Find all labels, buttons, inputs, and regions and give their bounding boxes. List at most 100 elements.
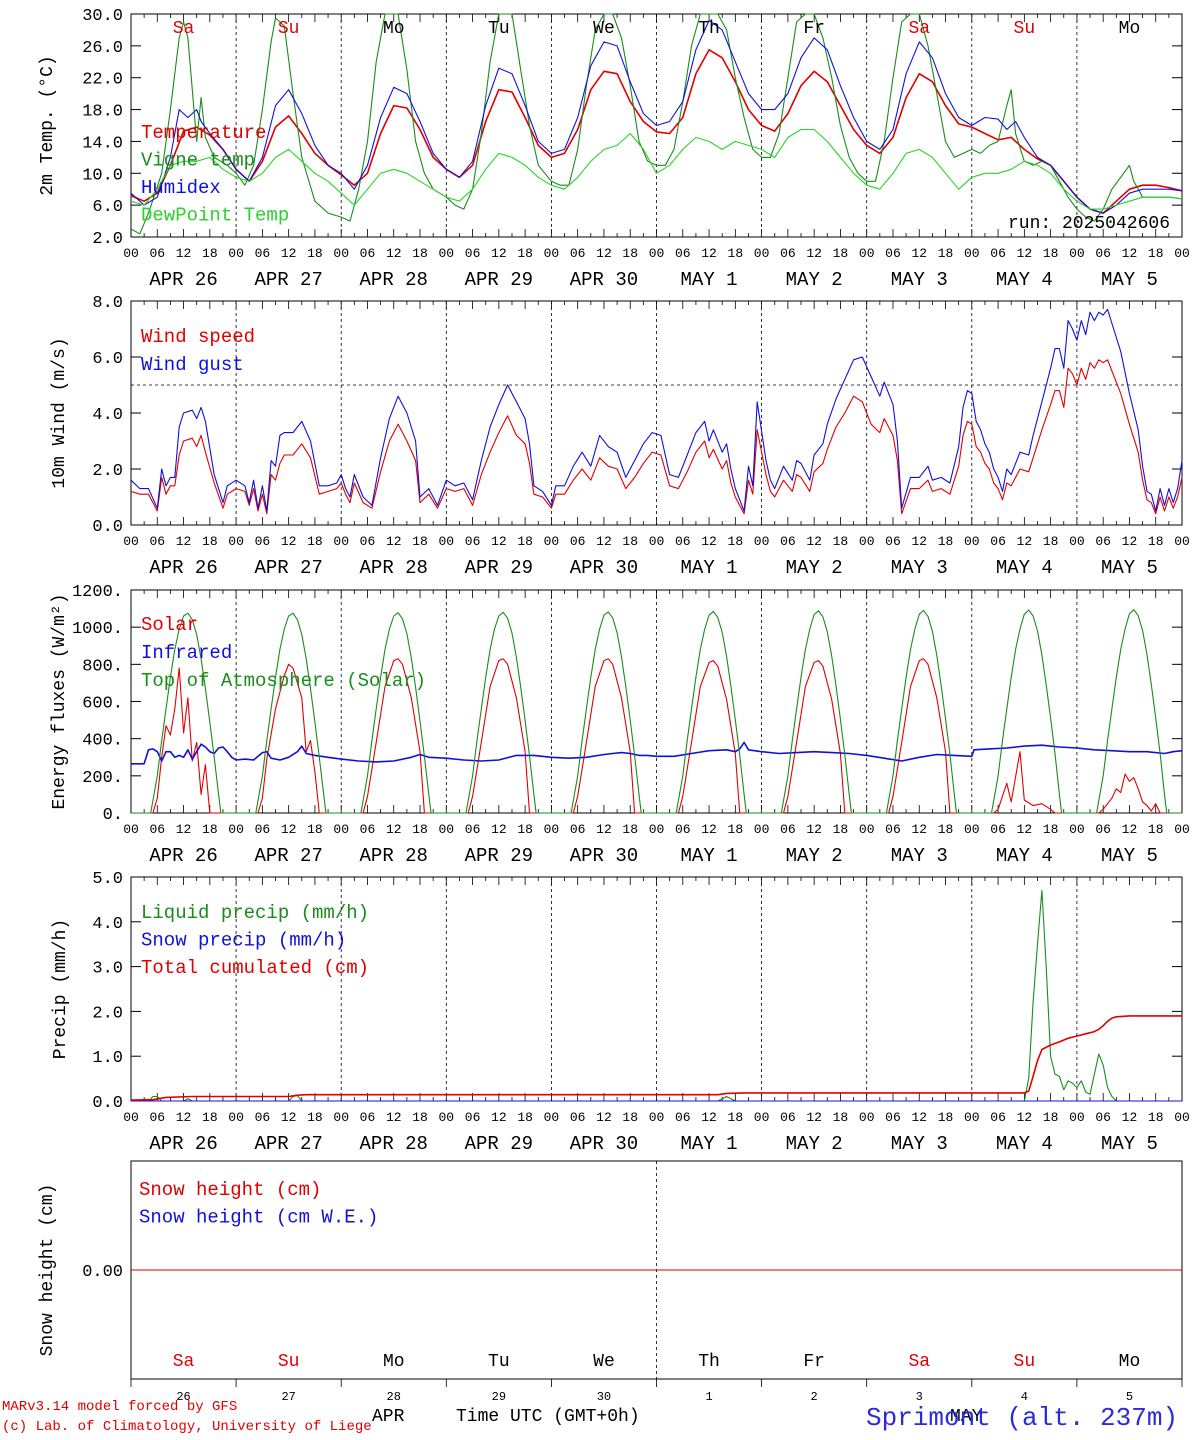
day-number-label: 28 [387,1390,401,1404]
day-of-week-label: Tu [488,19,510,39]
series-line-3 [131,609,1182,814]
hour-label: 18 [202,246,218,261]
hour-label: 06 [570,246,586,261]
hour-label: 00 [228,246,244,261]
hour-label: 18 [202,822,218,837]
y-tick-label: 4.0 [92,406,123,425]
hour-label: 18 [622,246,638,261]
hour-label: 06 [990,534,1006,549]
series-line-3 [130,19,1183,214]
hour-label: 18 [412,1110,428,1125]
date-label: MAY 2 [786,1133,843,1155]
panel-2 [130,300,1183,526]
hour-label: 06 [990,822,1006,837]
hour-label: 00 [544,822,560,837]
day-of-week-label: Mo [1119,1352,1141,1372]
y-axis-label: 2m Temp. (°C) [38,55,58,195]
hour-label: 06 [149,534,165,549]
hour-label: 12 [1017,1110,1033,1125]
hour-label: 18 [1043,822,1059,837]
hour-label: 00 [438,1110,454,1125]
hour-label: 00 [333,1110,349,1125]
hour-label: 12 [1017,822,1033,837]
panel-3 [130,589,1183,814]
hour-label: 06 [255,534,271,549]
hour-label: 18 [833,246,849,261]
hour-label: 00 [859,534,875,549]
date-label: APR 28 [360,269,428,291]
hour-label: 18 [938,1110,954,1125]
hour-label: 12 [911,822,927,837]
date-label: APR 30 [570,269,638,291]
series-line-2 [130,308,1183,512]
hour-label: 18 [517,1110,533,1125]
day-of-week-label: We [593,1352,615,1372]
run-annotation: run: 2025042606 [1008,214,1170,234]
date-label: MAY 5 [1101,269,1158,291]
day-number-label: 26 [176,1390,190,1404]
day-of-week-label: Su [1014,1352,1036,1372]
hour-label: 06 [465,822,481,837]
hour-label: 12 [806,534,822,549]
hour-label: 00 [333,534,349,549]
hour-label: 00 [123,246,139,261]
hour-label: 12 [491,246,507,261]
hour-label: 12 [701,246,717,261]
hour-label: 06 [570,822,586,837]
hour-label: 12 [806,1110,822,1125]
day-of-week-label: Su [278,19,300,39]
hour-label: 00 [964,822,980,837]
hour-label: 18 [1148,534,1164,549]
hour-label: 12 [281,1110,297,1125]
hour-label: 06 [675,822,691,837]
y-tick-label: 6.0 [92,198,123,217]
hour-label: 06 [1095,534,1111,549]
series-line-1 [131,889,1182,1102]
hour-label: 00 [1174,246,1190,261]
hour-label: 06 [360,822,376,837]
date-label: APR 30 [570,845,638,867]
date-label: APR 28 [360,557,428,579]
hour-label: 12 [701,534,717,549]
y-axis-label: Snow height (cm) [38,1184,58,1357]
hour-label: 06 [1095,1110,1111,1125]
hour-label: 06 [885,246,901,261]
day-of-week-label: Sa [173,19,195,39]
hour-label: 18 [1043,246,1059,261]
y-axis-label: 10m Wind (m/s) [50,337,70,488]
month-label-apr: APR [372,1407,405,1427]
hour-label: 18 [833,1110,849,1125]
hour-label: 12 [596,534,612,549]
hour-label: 18 [307,246,323,261]
hour-label: 12 [911,1110,927,1125]
date-label: APR 30 [570,557,638,579]
hour-label: 06 [570,1110,586,1125]
hour-label: 18 [833,822,849,837]
date-label: MAY 4 [996,557,1053,579]
hour-label: 12 [911,534,927,549]
hour-label: 06 [465,1110,481,1125]
hour-label: 00 [123,534,139,549]
hour-label: 12 [1122,534,1138,549]
y-tick-label: 4.0 [92,915,123,934]
hour-label: 00 [1069,246,1085,261]
hour-label: 00 [544,246,560,261]
y-tick-label: 0.0 [92,1094,123,1113]
hour-label: 00 [1174,534,1190,549]
hour-label: 00 [544,534,560,549]
day-number-label: 1 [705,1390,712,1404]
plot-frame [130,589,1183,814]
hour-label: 12 [386,1110,402,1125]
y-tick-label: 22.0 [82,71,123,90]
y-tick-label: 2.0 [92,1004,123,1023]
hour-label: 00 [1069,822,1085,837]
hour-label: 18 [728,1110,744,1125]
hour-label: 06 [570,534,586,549]
panel-1 [130,13,1183,238]
hour-label: 18 [938,822,954,837]
legend-entry: Snow precip (mm/h) [141,930,346,952]
date-label: APR 26 [149,269,217,291]
hour-label: 18 [728,246,744,261]
hour-label: 00 [754,534,770,549]
y-tick-label: 14.0 [82,134,123,153]
